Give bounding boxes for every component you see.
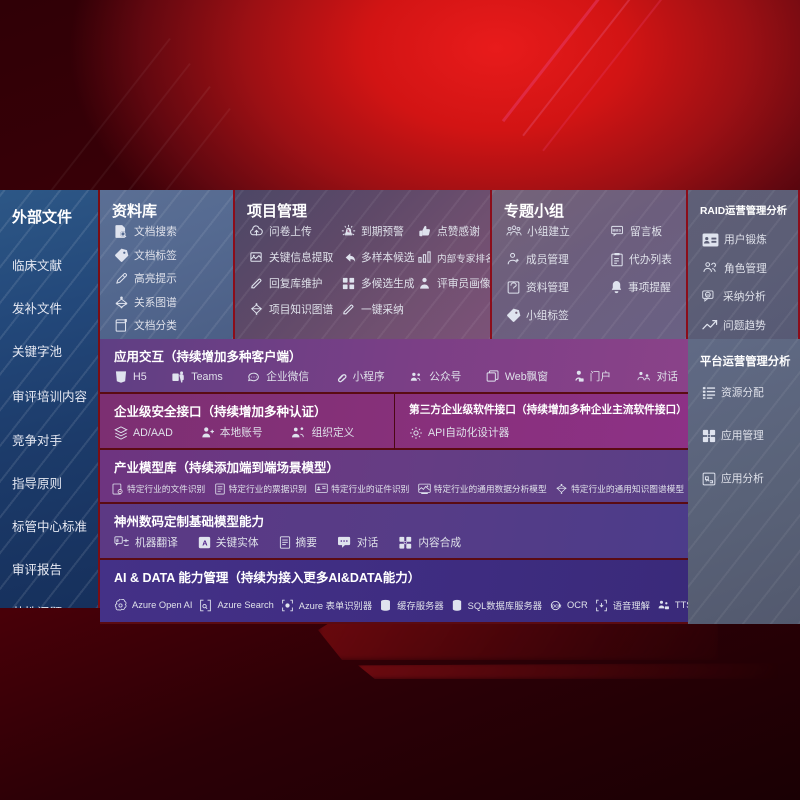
svg-text:QA: QA bbox=[705, 292, 710, 296]
svg-text:BBS: BBS bbox=[613, 228, 622, 233]
svg-text:A: A bbox=[202, 538, 208, 547]
svg-text:OCR: OCR bbox=[552, 603, 562, 608]
svg-text:译: 译 bbox=[116, 537, 120, 542]
